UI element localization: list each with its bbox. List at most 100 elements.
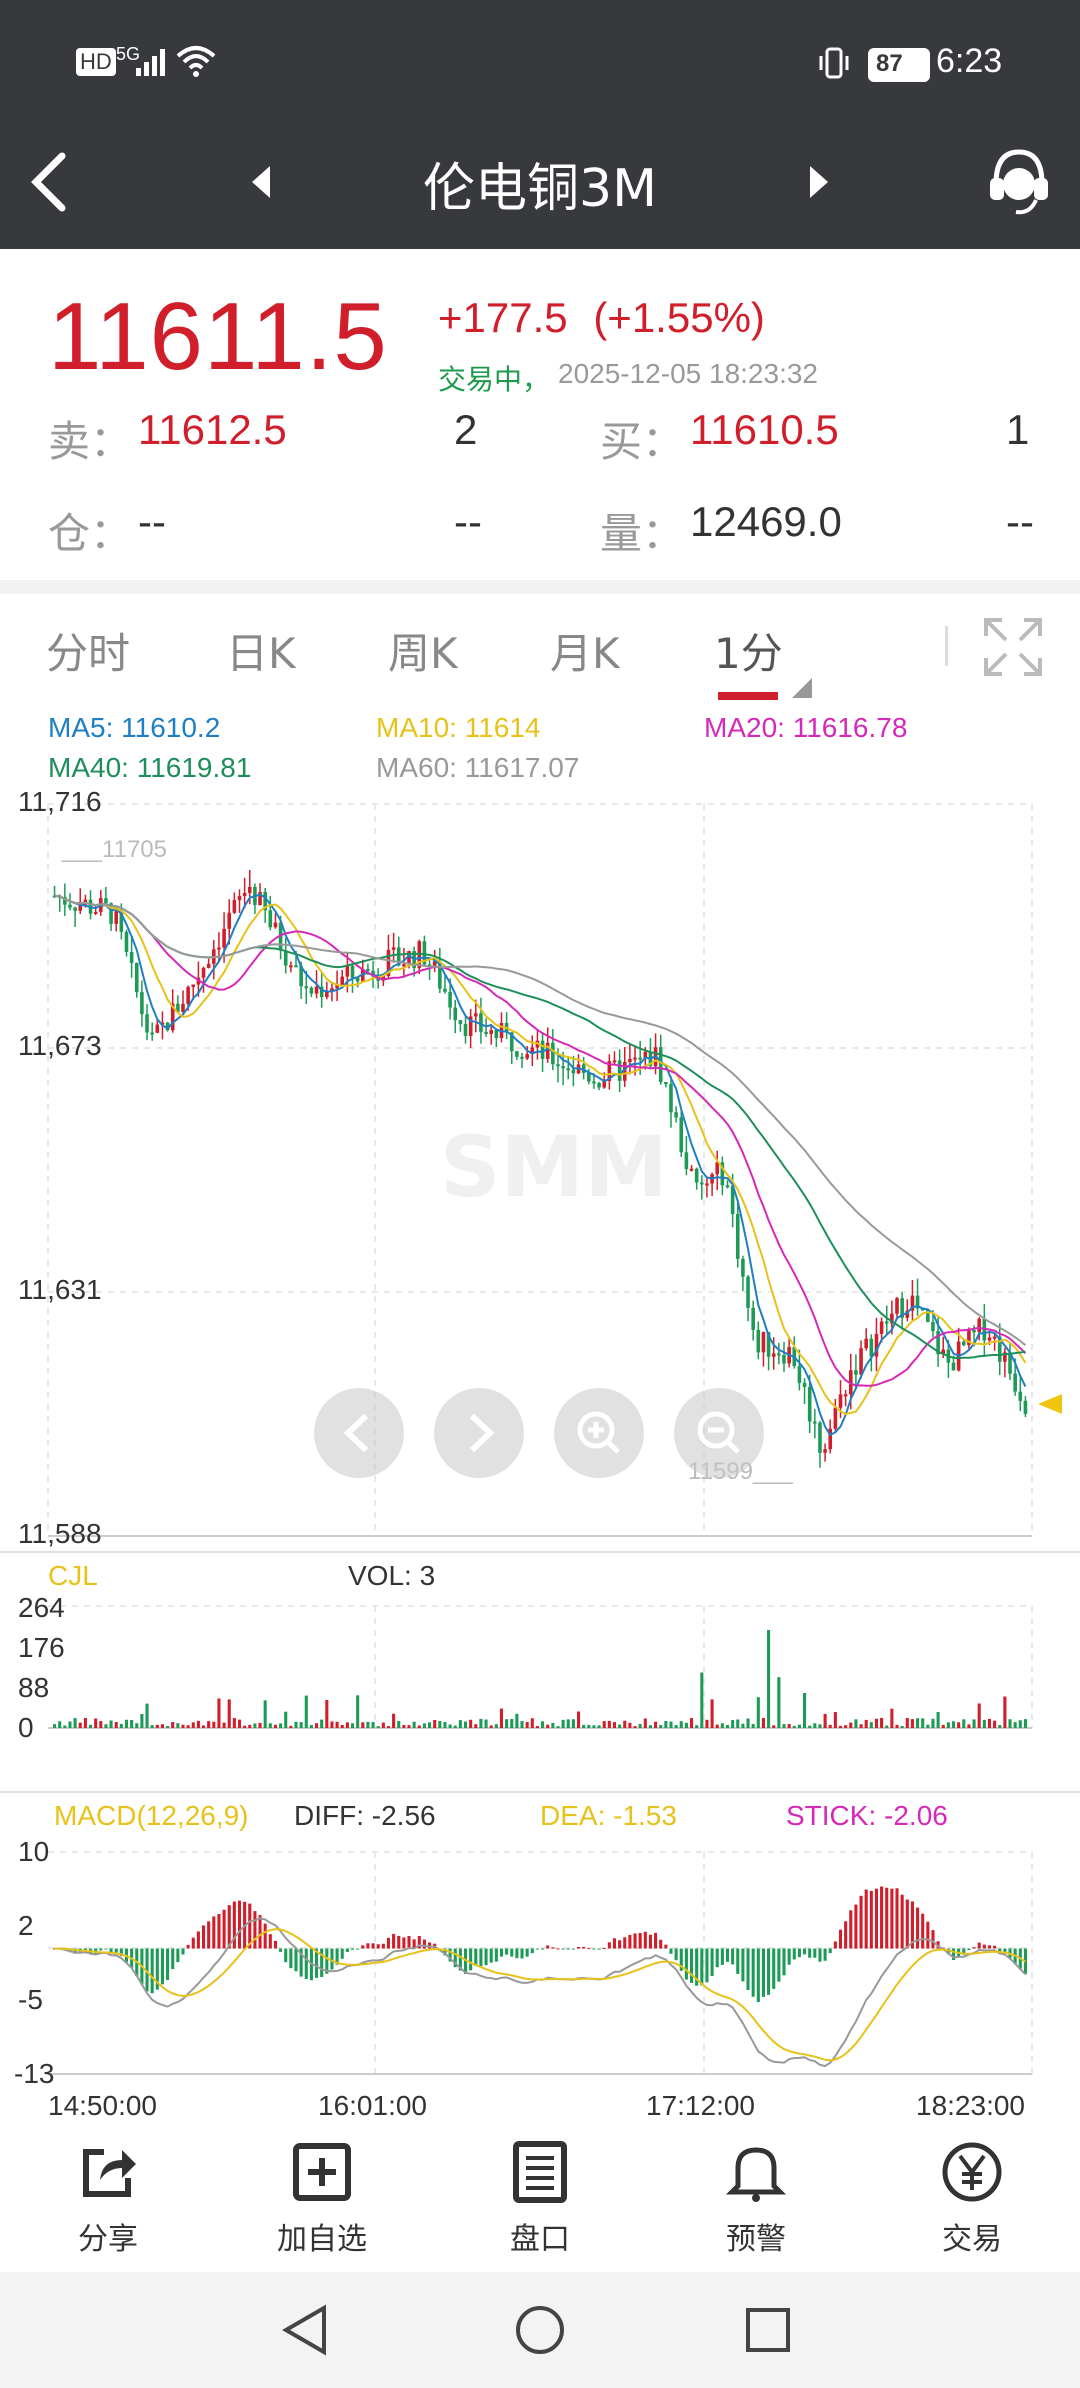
zoom-out-button[interactable]	[674, 1388, 764, 1478]
kline-chart[interactable]: SMM	[0, 780, 1080, 2090]
candle-body	[961, 1341, 966, 1346]
volume-bar	[99, 1721, 103, 1728]
macd-bar	[977, 1942, 981, 1949]
candle-body	[777, 1353, 781, 1356]
macd-bar	[515, 1948, 519, 1959]
volume-bar	[253, 1723, 257, 1728]
macd-bar	[469, 1948, 473, 1971]
volume-bar	[453, 1725, 457, 1728]
active-tab-indicator	[718, 692, 778, 700]
volume-bar	[505, 1719, 509, 1728]
dea-line	[54, 1928, 1026, 2062]
macd-bar	[890, 1888, 894, 1949]
macd-bar	[612, 1938, 617, 1949]
nav-home-icon[interactable]	[514, 2304, 566, 2356]
macd-bar	[386, 1937, 391, 1949]
volume-bar	[551, 1722, 555, 1728]
candle-body	[170, 1003, 175, 1031]
macd-bar	[520, 1948, 524, 1959]
candle-body	[864, 1338, 868, 1349]
macd-bar	[463, 1948, 468, 1974]
fullscreen-icon[interactable]	[980, 614, 1046, 680]
candle-body	[643, 1051, 648, 1059]
volume-bar	[612, 1722, 617, 1728]
position-label: 仓：	[48, 509, 133, 558]
volume-bar	[279, 1723, 283, 1728]
tab-1min[interactable]: 1分	[714, 629, 783, 678]
volume-bar	[330, 1721, 334, 1728]
candle-body	[746, 1276, 750, 1308]
volume-bar	[130, 1719, 134, 1728]
tab-weekly[interactable]: 周K	[388, 629, 458, 678]
change-amount: +177.5	[438, 294, 568, 341]
candle-body	[612, 1060, 617, 1063]
back-arrow-icon[interactable]	[28, 150, 72, 214]
zoom-in-button[interactable]	[554, 1388, 644, 1478]
next-contract-icon[interactable]	[806, 162, 832, 202]
candle-body	[587, 1072, 591, 1082]
tab-timeshare[interactable]: 分时	[46, 629, 131, 678]
tab-daily[interactable]: 日K	[226, 629, 296, 678]
candle-body	[751, 1307, 755, 1330]
candle-body	[176, 1003, 180, 1012]
orderbook-button[interactable]: 盘口	[480, 2140, 600, 2258]
scroll-right-button[interactable]	[434, 1388, 524, 1478]
macd-bar	[294, 1948, 298, 1972]
candle-body	[813, 1421, 817, 1424]
system-nav-bar	[0, 2272, 1080, 2388]
volume-indicator-label: CJL	[48, 1560, 98, 1591]
macd-bar	[951, 1948, 956, 1961]
macd-bar	[838, 1929, 843, 1949]
candle-body	[951, 1362, 956, 1371]
nav-back-icon[interactable]	[280, 2304, 332, 2356]
macd-bar	[263, 1923, 267, 1949]
macd-bar	[741, 1948, 745, 1982]
volume-bar	[777, 1677, 781, 1728]
volume-bar	[576, 1711, 581, 1728]
volume-bar	[196, 1720, 200, 1728]
candle-body	[494, 1030, 499, 1039]
macd-bar	[268, 1934, 272, 1949]
volume-bar	[494, 1724, 498, 1728]
period-dropdown-icon[interactable]	[790, 676, 814, 700]
candle-body	[926, 1310, 930, 1322]
alert-button[interactable]: 预警	[696, 2140, 816, 2258]
volume-bar	[905, 1718, 909, 1728]
volume-bar	[160, 1724, 164, 1728]
volume-bar	[381, 1722, 385, 1728]
candle-body	[823, 1449, 827, 1453]
candle-body	[694, 1168, 699, 1183]
macd-bar	[412, 1939, 416, 1949]
volume-bar	[1008, 1719, 1012, 1728]
candle-body	[987, 1337, 992, 1341]
macd-bar	[273, 1940, 277, 1949]
yuan-icon	[942, 2142, 1002, 2202]
nav-recents-icon[interactable]	[744, 2306, 792, 2354]
candle-body	[396, 947, 401, 966]
candle-body	[936, 1331, 940, 1355]
volume-bar	[335, 1721, 339, 1728]
add-watchlist-button[interactable]: 加自选	[262, 2140, 382, 2258]
prev-contract-icon[interactable]	[248, 162, 274, 202]
change-percent: (+1.55%)	[593, 294, 765, 341]
share-icon	[83, 2149, 136, 2197]
share-button[interactable]: 分享	[48, 2140, 168, 2258]
volume-bar	[890, 1708, 894, 1728]
candle-body	[638, 1057, 642, 1060]
volume-bar	[397, 1720, 401, 1728]
scroll-left-button[interactable]	[314, 1388, 404, 1478]
candle-body	[756, 1329, 761, 1353]
volume-bar	[299, 1722, 303, 1728]
candle-body	[391, 947, 396, 950]
macd-bar	[258, 1915, 262, 1949]
tab-monthly[interactable]: 月K	[550, 629, 620, 678]
customer-service-icon[interactable]	[986, 144, 1052, 220]
volume-bar	[94, 1718, 98, 1728]
trade-button[interactable]: 交易	[912, 2140, 1032, 2258]
macd-axis-label: -13	[14, 2058, 55, 2089]
position-change: --	[454, 498, 482, 545]
candle-body	[278, 922, 283, 951]
volume-bar	[237, 1719, 242, 1728]
volume-bar	[638, 1723, 642, 1728]
macd-bar	[921, 1913, 925, 1949]
